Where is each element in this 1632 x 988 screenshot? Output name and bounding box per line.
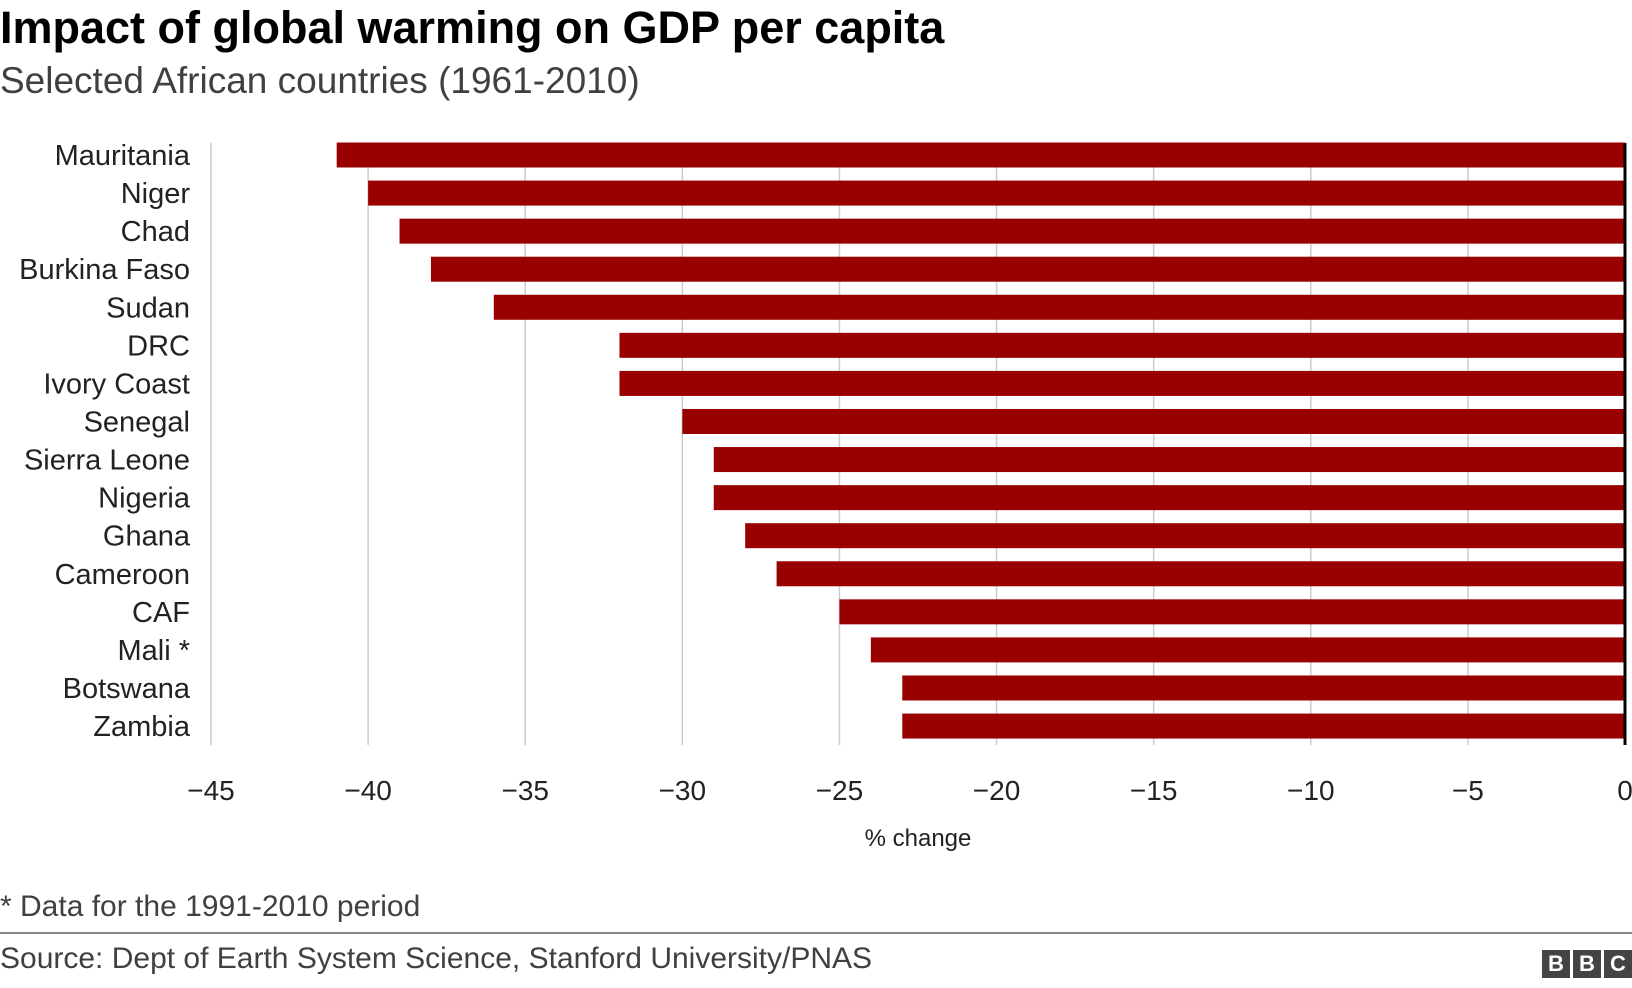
bar	[399, 218, 1625, 244]
bar	[870, 637, 1625, 663]
bar	[619, 332, 1625, 358]
bar-chart: −45 −40 −35 −30 −25 −20 −15 −10 −5 0 Mauritania Nig…	[19, 140, 1632, 852]
bar	[713, 447, 1625, 473]
source-note: Source: Dept of Earth System Science, St…	[0, 942, 873, 975]
x-tick-label: −45	[187, 775, 235, 806]
category-label: CAF	[132, 597, 190, 629]
x-tick-label: 0	[1617, 775, 1632, 806]
x-tick-label: −10	[1287, 775, 1335, 806]
bar	[902, 713, 1625, 739]
chart-subtitle: Selected African countries (1961-2010)	[0, 60, 640, 101]
category-label: Niger	[121, 178, 191, 210]
category-label: DRC	[127, 330, 190, 362]
logo-letter: C	[1604, 950, 1632, 978]
bar	[839, 599, 1625, 625]
x-tick-label: −30	[659, 775, 707, 806]
category-label: Sudan	[106, 292, 190, 324]
category-label: Mauritania	[55, 140, 191, 172]
bar	[745, 523, 1625, 549]
category-label: Nigeria	[98, 483, 191, 515]
bar	[493, 294, 1625, 320]
bar	[682, 408, 1625, 434]
category-label: Ivory Coast	[43, 368, 190, 400]
x-tick-label: −35	[501, 775, 549, 806]
category-label: Senegal	[84, 406, 190, 438]
bar	[619, 370, 1625, 396]
logo-letter: B	[1573, 950, 1601, 978]
category-label: Ghana	[103, 521, 191, 553]
bar	[368, 180, 1626, 206]
x-axis-label: % change	[865, 825, 972, 852]
category-label: Mali *	[117, 635, 190, 667]
category-label: Cameroon	[55, 559, 190, 591]
bar	[430, 256, 1625, 282]
chart-title: Impact of global warming on GDP per capi…	[0, 2, 945, 53]
divider	[0, 932, 1632, 934]
bbc-logo: B B C	[1542, 950, 1632, 978]
x-tick-label: −40	[344, 775, 392, 806]
x-tick-label: −5	[1452, 775, 1484, 806]
x-tick-label: −25	[816, 775, 864, 806]
category-label: Botswana	[63, 673, 191, 705]
category-label: Burkina Faso	[19, 254, 190, 286]
bar	[336, 142, 1625, 168]
bar	[713, 485, 1625, 511]
footnote: * Data for the 1991-2010 period	[0, 890, 421, 923]
category-label: Sierra Leone	[24, 445, 190, 477]
x-tick-label: −15	[1130, 775, 1178, 806]
bar	[776, 561, 1625, 587]
category-label: Zambia	[93, 711, 191, 743]
category-label: Chad	[121, 216, 190, 248]
x-tick-label: −20	[973, 775, 1021, 806]
logo-letter: B	[1542, 950, 1570, 978]
bar	[902, 675, 1625, 701]
